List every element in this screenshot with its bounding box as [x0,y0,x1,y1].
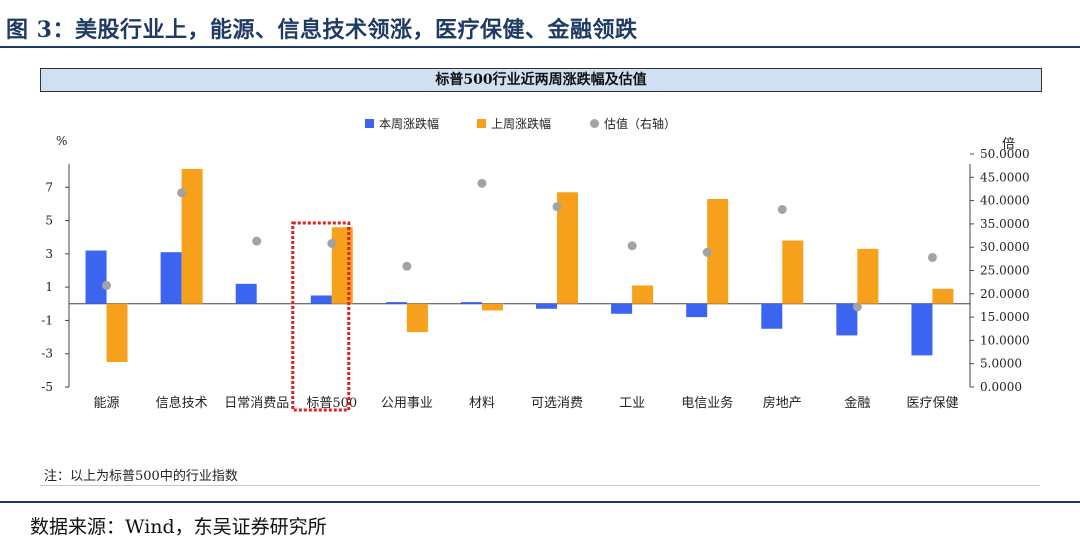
bar-this-week [761,303,783,329]
right-tick-label: 25.0000 [980,264,1030,278]
left-tick-label: -5 [41,380,53,394]
legend-label: 上周涨跌幅 [491,116,551,131]
valuation-dot [177,188,187,198]
category-label: 材料 [469,396,495,411]
bar-last-week [932,288,954,304]
left-tick-label: -1 [41,313,53,327]
bar-this-week [160,252,182,304]
legend-label: 估值（右轴） [604,116,676,131]
chart-legend: 本周涨跌幅 上周涨跌幅 估值（右轴） [365,116,676,131]
bar-this-week [536,303,558,309]
right-tick-label: 5.0000 [980,357,1022,371]
valuation-dot [477,178,487,188]
valuation-dot [402,261,412,271]
bar-this-week [235,283,257,304]
category-label: 标普500 [306,396,357,411]
chart: 本周涨跌幅 上周涨跌幅 估值（右轴） % 倍 7 5 3 1 -1 -3 -5 50.0000 45.0… [41,116,1030,412]
valuation-dot [777,204,787,214]
bar-this-week [686,303,708,318]
chart-note: 注：以上为标普500中的行业指数 [44,469,238,484]
valuation-dot [552,202,562,212]
highlight-box [291,221,351,412]
category-label: 能源 [94,396,120,411]
bar-this-week [385,302,407,304]
category-label: 公用事业 [381,396,433,411]
legend-label: 本周涨跌幅 [379,116,439,131]
bar-this-week [85,250,107,304]
chart-marks [85,168,954,412]
valuation-dot [252,236,262,246]
right-tick-label: 15.0000 [980,310,1030,324]
right-tick-label: 50.0000 [980,147,1030,161]
category-label: 工业 [619,396,645,411]
valuation-dot [702,247,712,257]
source-text: 数据来源：Wind，东吴证券研究所 [30,516,327,538]
category-label: 金融 [844,395,870,411]
valuation-dot [852,302,862,312]
right-axis-unit: 倍 [1002,137,1015,152]
right-tick-label: 0.0000 [980,380,1022,394]
title-rule [0,46,1080,48]
note-rule [40,485,1040,486]
legend-swatch [590,119,599,128]
left-tick-label: 7 [45,180,53,194]
chart-axes: % 倍 7 5 3 1 -1 -3 -5 50.0000 45.0000 40.0000 35.0000… [41,134,1029,411]
legend-swatch [365,119,374,128]
category-label: 医疗保健 [906,396,958,411]
bar-this-week [836,303,858,336]
right-tick-label: 10.0000 [980,333,1030,347]
category-label: 信息技术 [156,395,208,411]
bar-last-week [707,198,729,304]
right-tick-label: 35.0000 [980,217,1030,231]
bar-this-week [310,295,332,304]
left-axis-unit: % [56,134,67,148]
category-label: 可选消费 [531,396,583,411]
source-rule [0,501,1080,503]
right-tick-label: 20.0000 [980,287,1030,301]
valuation-dot [102,280,112,290]
right-tick-label: 40.0000 [980,194,1030,208]
bar-last-week [181,168,203,304]
bar-this-week [611,303,633,314]
bar-last-week [481,303,503,311]
valuation-dot [327,238,337,248]
bar-this-week [460,302,482,304]
left-tick-label: 5 [45,214,53,228]
bar-last-week [557,192,579,304]
figure-title: 图 3：美股行业上，能源、信息技术领涨，医疗保健、金融领跌 [6,17,638,43]
legend-swatch [477,119,486,128]
category-label: 房地产 [763,395,802,411]
left-tick-label: 3 [45,247,53,261]
bar-this-week [911,303,933,356]
valuation-dot [627,241,637,251]
category-label: 日常消费品 [224,396,289,411]
bar-last-week [106,303,128,363]
category-label: 电信业务 [681,395,733,411]
bar-last-week [857,248,879,304]
right-tick-label: 45.0000 [980,170,1030,184]
left-tick-label: -3 [41,347,53,361]
bar-last-week [406,303,428,333]
right-tick-label: 30.0000 [980,240,1030,254]
panel-title: 标普500行业近两周涨跌幅及估值 [40,68,1042,92]
bar-last-week [782,240,804,304]
valuation-dot [927,252,937,262]
left-tick-label: 1 [45,280,53,294]
bar-last-week [632,285,654,304]
